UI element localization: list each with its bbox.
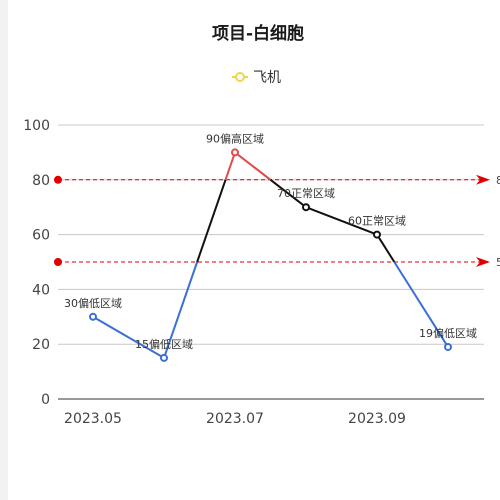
x-tick-label: 2023.07 xyxy=(206,411,264,427)
data-point[interactable] xyxy=(302,203,310,212)
series-line-segment xyxy=(305,206,378,236)
data-point[interactable] xyxy=(373,230,381,239)
y-tick-label: 100 xyxy=(23,118,50,134)
legend-circle-icon xyxy=(235,72,245,82)
series-line-segment xyxy=(393,261,449,348)
chart-card: 项目-白细胞 飞机 0 20 40 60 80 100 2023.05 2023.07 2023… xyxy=(8,0,500,500)
series-line-segment xyxy=(163,261,199,359)
mark-line-label: 50 xyxy=(496,256,500,269)
series-line-segment xyxy=(92,315,165,359)
y-tick-label: 60 xyxy=(32,228,50,244)
data-label: 15偏低区域 xyxy=(135,337,193,351)
data-point[interactable] xyxy=(89,312,97,321)
x-tick-label: 2023.05 xyxy=(64,411,122,427)
y-tick-label: 40 xyxy=(32,282,50,298)
y-tick-label: 20 xyxy=(32,337,50,353)
data-label: 30偏低区域 xyxy=(64,296,122,310)
legend-label: 飞机 xyxy=(253,70,281,86)
data-point[interactable] xyxy=(231,148,239,157)
line-chart: 项目-白细胞 飞机 0 20 40 60 80 100 2023.05 2023.07 2023… xyxy=(23,23,500,427)
mark-line-start-dot xyxy=(54,175,62,184)
chart-title: 项目-白细胞 xyxy=(212,23,304,44)
series-line-segment xyxy=(234,151,272,181)
data-point[interactable] xyxy=(160,353,168,362)
data-label: 19偏低区域 xyxy=(419,326,477,340)
y-tick-label: 80 xyxy=(32,173,50,189)
series-line-segment xyxy=(196,179,227,263)
series-line-segment xyxy=(376,234,396,263)
mark-line-label: 80 xyxy=(496,174,500,187)
series-line-segment xyxy=(269,179,307,208)
mark-line-arrow-icon xyxy=(476,174,490,185)
y-tick-label: 0 xyxy=(41,392,50,408)
x-tick-label: 2023.09 xyxy=(348,411,406,427)
data-label: 70正常区域 xyxy=(277,187,335,200)
data-label: 90偏高区域 xyxy=(206,131,264,145)
series-line-segment xyxy=(224,152,236,181)
mark-line-arrow-icon xyxy=(476,257,490,267)
data-label: 60正常区域 xyxy=(348,215,406,228)
data-point[interactable] xyxy=(444,342,452,351)
plot-area: 0 20 40 60 80 100 2023.05 2023.07 2023.09 80 50 30偏… xyxy=(23,118,500,427)
mark-line-start-dot xyxy=(54,258,62,266)
legend[interactable]: 飞机 xyxy=(232,70,281,86)
